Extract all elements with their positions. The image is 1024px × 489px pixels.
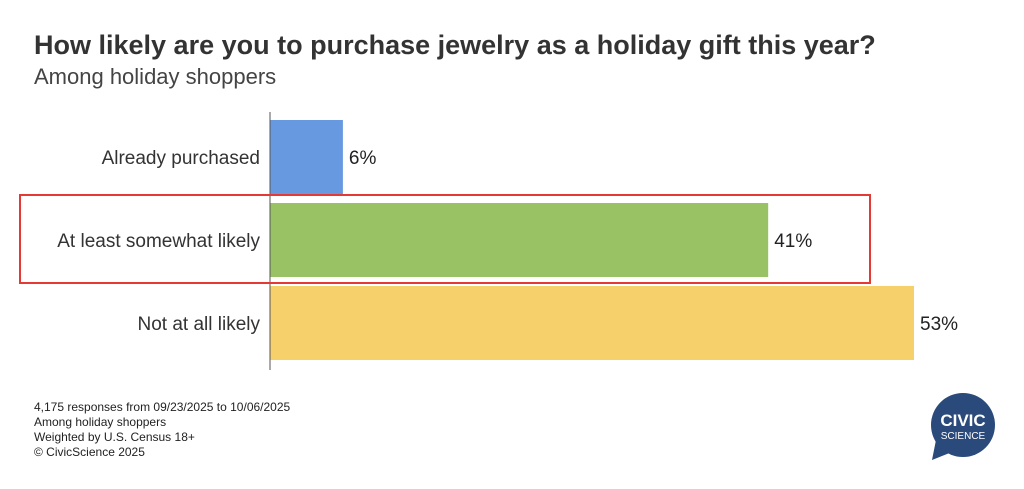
data-label: 53% [920, 314, 958, 335]
category-label: At least somewhat likely [57, 231, 260, 252]
data-label: 41% [774, 231, 812, 252]
bar-chart: Already purchased 6% At least somewhat lik… [19, 112, 958, 370]
footer-weighting: Weighted by U.S. Census 18+ [34, 430, 195, 444]
category-label: Not at all likely [138, 314, 261, 335]
svg-text:SCIENCE: SCIENCE [941, 431, 986, 442]
data-label: 6% [349, 148, 377, 169]
footer-population: Among holiday shoppers [34, 415, 167, 429]
bar [270, 203, 769, 277]
category-label: Already purchased [102, 148, 260, 169]
chart-title: How likely are you to purchase jewelry a… [34, 30, 876, 60]
civicscience-logo: CIVIC SCIENCE [931, 393, 995, 460]
footer-copyright: © CivicScience 2025 [34, 445, 145, 459]
footer-responses: 4,175 responses from 09/23/2025 to 10/06… [34, 400, 291, 414]
bar [270, 286, 914, 360]
highlight-box [19, 194, 871, 284]
svg-text:CIVIC: CIVIC [940, 411, 985, 430]
chart-subtitle: Among holiday shoppers [34, 64, 277, 89]
bar [270, 120, 343, 194]
footer-notes: 4,175 responses from 09/23/2025 to 10/06… [34, 400, 290, 460]
